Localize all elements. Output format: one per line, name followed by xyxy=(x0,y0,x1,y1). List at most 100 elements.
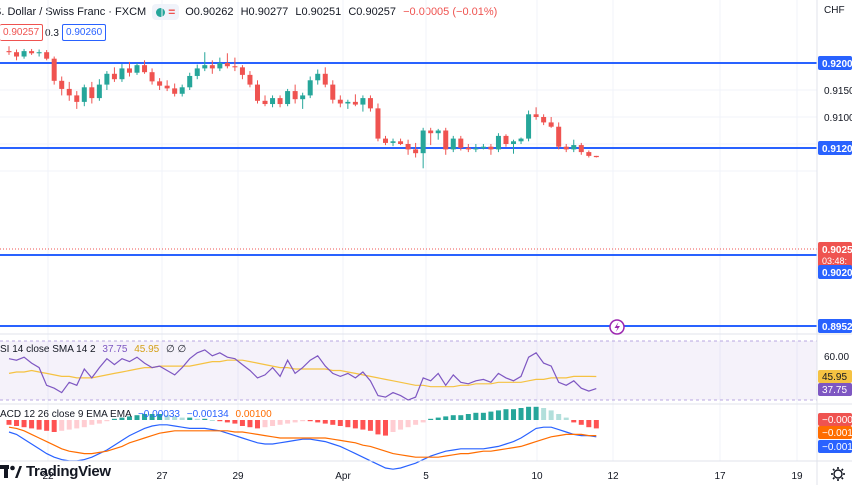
candle-body-35 xyxy=(270,98,276,105)
macd-hist-bar-8 xyxy=(66,420,72,430)
candle-0 xyxy=(6,46,12,55)
macd-hist-bar-54 xyxy=(413,420,419,425)
macd-hist-bar-55 xyxy=(420,420,426,423)
candle-20 xyxy=(157,78,163,90)
macd-hist-bar-48 xyxy=(367,420,373,431)
macd-tag-1: −0.001 xyxy=(818,426,852,439)
macd-hist-bar-76 xyxy=(578,420,584,425)
level-label-bg-3 xyxy=(818,319,852,333)
candle-body-18 xyxy=(142,65,148,73)
candle-body-20 xyxy=(157,81,163,86)
macd-hist-bar-19 xyxy=(149,414,155,420)
candle-body-31 xyxy=(239,67,245,75)
macd-hist-bar-0 xyxy=(6,420,12,425)
candle-body-24 xyxy=(187,75,193,88)
rsi-line xyxy=(8,349,597,401)
macd-hist-bar-3 xyxy=(29,420,35,429)
candle-body-56 xyxy=(428,130,434,134)
flash-icon[interactable] xyxy=(609,319,625,335)
macd-hist-bar-29 xyxy=(224,420,230,423)
macd-hist-bar-56 xyxy=(428,418,434,420)
candle-body-74 xyxy=(563,146,569,150)
candle-body-49 xyxy=(375,108,381,139)
macd-pane: −0.000 −0.001 −0.001 xyxy=(6,406,852,470)
candle-body-40 xyxy=(307,80,313,96)
macd-hist-bar-63 xyxy=(480,412,486,420)
settings-gear-icon[interactable] xyxy=(831,467,845,481)
macd-hist-bar-20 xyxy=(157,414,163,420)
candle-7 xyxy=(59,76,65,96)
candle-67 xyxy=(511,139,517,154)
equals-icon: = xyxy=(168,5,176,19)
macd-tag-text-0: −0.000 xyxy=(822,415,852,426)
candle-25 xyxy=(194,64,200,80)
macd-tag-2: −0.001 xyxy=(818,440,852,453)
macd-hist-bar-17 xyxy=(134,415,140,420)
rsi-ma-tag-bg xyxy=(818,370,852,383)
level-label-bg-0 xyxy=(818,56,852,70)
candle-body-16 xyxy=(126,68,132,73)
candle-33 xyxy=(254,80,260,104)
macd-hist-bar-61 xyxy=(465,414,471,420)
price-tick-1: 0.9100 xyxy=(824,113,852,124)
macd-hist-bar-42 xyxy=(322,420,328,424)
last-price-bg xyxy=(818,242,852,267)
candles xyxy=(6,46,599,169)
candle-body-2 xyxy=(21,51,27,57)
level-label-text-0: 0.9200 xyxy=(822,59,852,70)
macd-hist-bar-65 xyxy=(495,410,501,420)
macd-line xyxy=(8,424,597,470)
high-value: H0.90277 xyxy=(240,6,289,18)
candle-58 xyxy=(443,127,449,155)
status-pill[interactable]: = xyxy=(152,4,180,20)
tradingview-logo[interactable]: TradingView xyxy=(0,463,111,480)
time-tick-1: 27 xyxy=(156,471,168,482)
candle-body-54 xyxy=(413,149,419,154)
time-tick-2: 29 xyxy=(232,471,244,482)
macd-hist-bar-51 xyxy=(390,420,396,432)
macd-hist-bar-40 xyxy=(307,420,313,422)
sell-button[interactable]: 0.90257 xyxy=(0,24,44,41)
rsi-legend[interactable]: SI 14 close SMA 14 2 37.75 45.95 ∅ ∅ xyxy=(0,344,186,355)
open-value: O0.90262 xyxy=(185,6,234,18)
macd-legend[interactable]: ACD 12 26 close 9 EMA EMA −0.00033 −0.00… xyxy=(0,409,272,420)
macd-hist-bar-23 xyxy=(179,417,185,420)
macd-hist-bar-44 xyxy=(337,420,343,426)
candle-body-29 xyxy=(224,63,230,67)
low-value: L0.90251 xyxy=(295,6,342,18)
macd-hist-bar-26 xyxy=(202,418,208,420)
candle-1 xyxy=(14,49,20,61)
candle-60 xyxy=(458,135,464,151)
candle-body-26 xyxy=(202,65,208,69)
macd-tag-text-2: −0.001 xyxy=(822,442,852,453)
candle-63 xyxy=(480,144,486,150)
macd-hist-bar-9 xyxy=(74,420,80,429)
macd-hist-bar-45 xyxy=(345,420,351,428)
candle-body-11 xyxy=(89,87,95,99)
macd-tag-text-1: −0.001 xyxy=(822,428,852,439)
macd-tag-0: −0.000 xyxy=(818,413,852,426)
level-label-text-1: 0.9120 xyxy=(822,144,852,155)
candle-35 xyxy=(270,95,276,108)
symbol-title[interactable]: S. Dollar / Swiss Franc · FXCM xyxy=(0,6,147,18)
candle-8 xyxy=(66,81,72,101)
rsi-value: 37.75 xyxy=(102,344,128,355)
candle-64 xyxy=(488,144,494,155)
time-tick-3: Apr xyxy=(335,471,351,482)
macd-hist-bar-39 xyxy=(300,420,306,422)
macd-hist-bar-28 xyxy=(217,420,223,422)
currency-label[interactable]: CHF xyxy=(824,5,845,16)
candle-46 xyxy=(352,94,358,107)
macd-hist-bar-46 xyxy=(352,420,358,429)
candle-38 xyxy=(292,84,298,104)
macd-tag-bg-0 xyxy=(818,413,852,426)
buy-button[interactable]: 0.90260 xyxy=(62,24,107,41)
candle-70 xyxy=(533,107,539,120)
macd-hist-bar-1 xyxy=(14,420,20,426)
candle-30 xyxy=(232,57,238,72)
candle-body-7 xyxy=(59,80,65,89)
macd-hist-bar-47 xyxy=(360,420,366,430)
candle-41 xyxy=(315,69,321,85)
macd-hist-bar-64 xyxy=(488,411,494,420)
